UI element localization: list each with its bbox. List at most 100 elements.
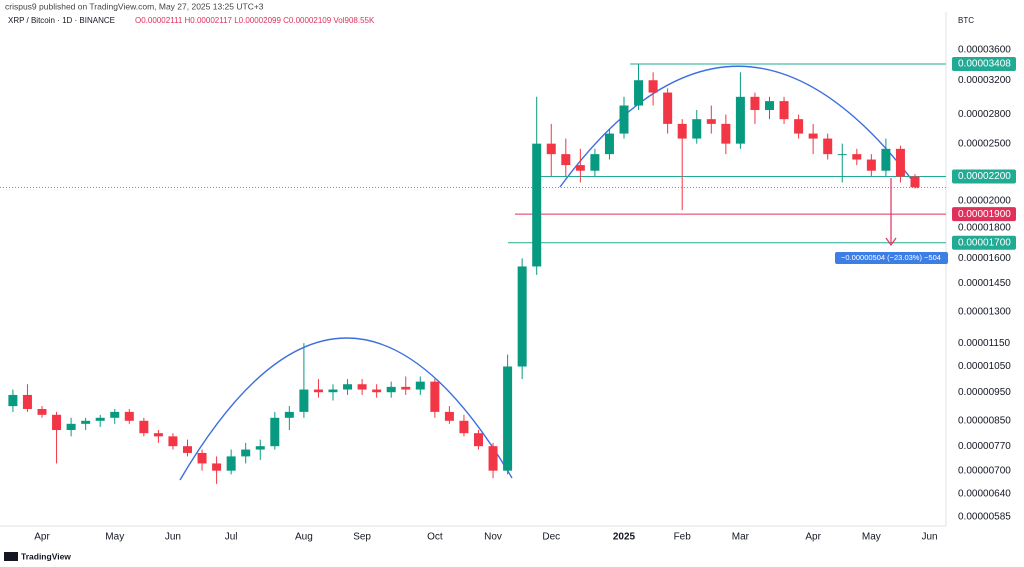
candle-body	[241, 449, 251, 457]
y-tick-label: 0.00000585	[958, 511, 1011, 522]
candle-body	[677, 123, 687, 139]
candle-body	[794, 119, 804, 134]
candle-body	[22, 394, 32, 409]
candle-body	[386, 386, 396, 393]
y-tick-label: 0.00000950	[958, 387, 1011, 398]
candle-body	[95, 417, 105, 421]
level-box	[952, 57, 1016, 72]
candle-body	[474, 433, 483, 447]
x-tick-label: Mar	[732, 532, 750, 543]
brand: TradingView	[21, 551, 71, 561]
candle-body	[372, 389, 382, 393]
x-tick-label: Nov	[484, 532, 502, 543]
x-tick-label: May	[105, 532, 124, 543]
candle-body	[284, 411, 294, 418]
y-tick-label: 0.00000770	[958, 441, 1011, 452]
candle-body	[415, 381, 425, 390]
candle-body	[823, 138, 833, 155]
candle-body	[226, 456, 236, 471]
candle-body	[197, 452, 207, 464]
candle-body	[401, 386, 411, 390]
candle-body	[750, 96, 760, 110]
x-tick-label: Feb	[674, 532, 692, 543]
candle-body	[648, 80, 658, 93]
x-tick-label: Jul	[225, 532, 238, 543]
candle-body	[328, 389, 338, 393]
candle-body	[488, 446, 498, 471]
candle-body	[37, 408, 47, 415]
candle-body	[721, 123, 731, 144]
x-tick-label: Oct	[427, 532, 443, 543]
x-tick-label: Aug	[295, 532, 313, 543]
byline: crispus9 published on TradingView.com, M…	[5, 1, 264, 11]
candle-body	[153, 433, 163, 437]
candle-body	[168, 436, 178, 447]
candle-body	[852, 154, 862, 160]
candle-body	[561, 154, 571, 166]
ohlc: O0.00002111 H0.00002117 L0.00002099 C0.0…	[135, 16, 375, 25]
measure-box	[835, 252, 948, 264]
candle-body	[430, 381, 440, 412]
x-tick-label: Apr	[805, 532, 821, 543]
candle-body	[619, 105, 629, 134]
y-tick-label: 0.00001050	[958, 361, 1011, 372]
x-tick-label: Jun	[921, 532, 937, 543]
measure-label: −0.00000504 (−23.03%) −504	[841, 253, 941, 262]
x-tick-label: Sep	[353, 532, 371, 543]
level-label: 0.00003408	[958, 59, 1011, 70]
candle-body	[590, 154, 600, 171]
level-label: 0.00001700	[958, 237, 1011, 248]
arc-2024	[179, 337, 513, 481]
candle-body	[532, 143, 542, 267]
candle-body	[517, 266, 527, 367]
candle-body	[706, 119, 716, 124]
y-tick-label: 0.00000700	[958, 465, 1011, 476]
level-box	[952, 207, 1016, 222]
candle-body	[881, 148, 891, 171]
candle-body	[8, 394, 18, 407]
candle-body	[459, 420, 469, 434]
candle-body	[81, 420, 91, 424]
level-label: 0.00002200	[958, 171, 1011, 182]
candle-body	[604, 133, 614, 155]
candle-body	[837, 154, 847, 156]
candle-body	[692, 119, 702, 139]
candle-body	[270, 417, 280, 447]
candle-body	[110, 411, 120, 418]
candle-body	[66, 423, 76, 431]
y-tick-label: 0.00002500	[958, 138, 1011, 149]
candle-body	[444, 411, 454, 421]
candle-body	[52, 414, 62, 431]
y-tick-label: 0.00001800	[958, 223, 1011, 234]
y-tick-label: 0.00001150	[958, 338, 1011, 349]
y-tick-label: 0.00003600	[958, 45, 1011, 56]
x-tick-label: May	[862, 532, 881, 543]
level-box	[952, 235, 1016, 250]
y-tick-label: 0.00002000	[958, 196, 1011, 207]
y-tick-label: 0.00000640	[958, 488, 1011, 499]
y-tick-label: 0.00001600	[958, 253, 1011, 264]
candle-body	[765, 101, 774, 110]
level-box	[952, 169, 1016, 184]
candle-body	[357, 384, 367, 390]
candle-body	[575, 165, 585, 171]
candle-body	[735, 96, 745, 144]
candle-body	[343, 384, 353, 390]
x-tick-label: Dec	[542, 532, 560, 543]
candle-body	[313, 389, 323, 393]
y-tick-label: 0.00001300	[958, 306, 1011, 317]
x-tick-label: 2025	[613, 532, 636, 543]
candle-body	[779, 101, 789, 120]
candle-body	[183, 446, 192, 453]
candle-body	[299, 389, 309, 412]
candle-body	[503, 366, 513, 471]
x-tick-label: Jun	[165, 532, 181, 543]
candle-body	[139, 420, 149, 434]
candle-body	[212, 463, 222, 471]
candle-body	[124, 411, 134, 421]
level-label: 0.00001900	[958, 209, 1011, 220]
candle-body	[634, 80, 644, 106]
